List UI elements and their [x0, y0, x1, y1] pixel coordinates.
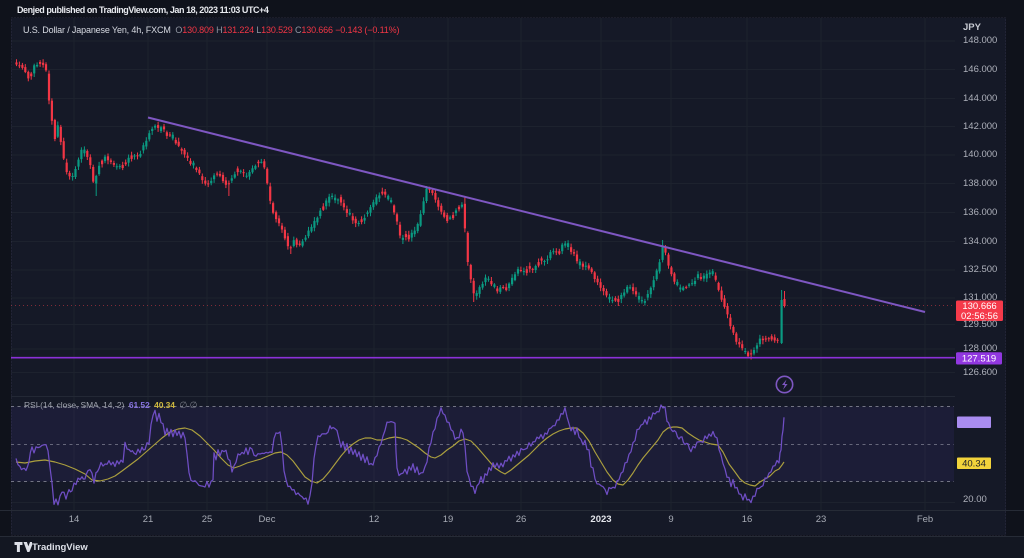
svg-text:130.666: 130.666 — [962, 301, 996, 312]
svg-text:02:56:56: 02:56:56 — [961, 311, 998, 322]
svg-text:40.34: 40.34 — [962, 458, 986, 469]
svg-text:127.519: 127.519 — [962, 354, 996, 365]
